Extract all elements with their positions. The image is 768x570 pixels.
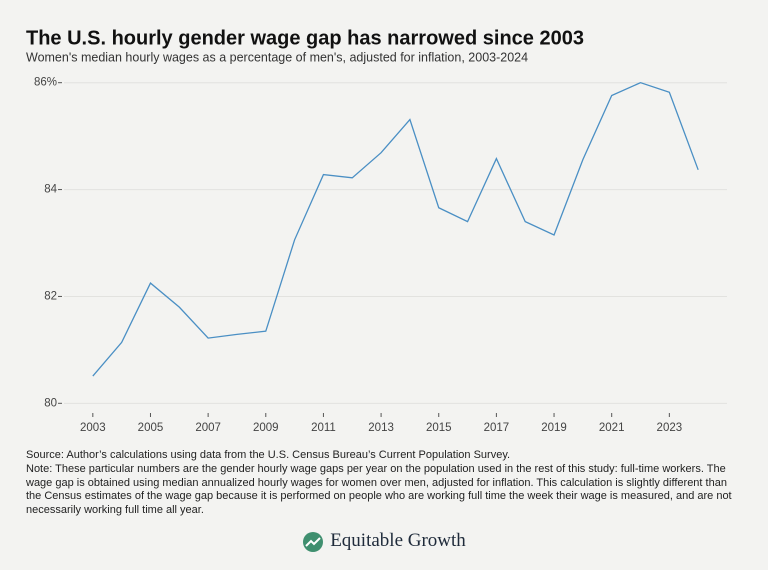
- brand: Equitable Growth: [0, 530, 768, 553]
- x-tick-label: 2007: [195, 422, 221, 434]
- x-tick-label: 2011: [311, 422, 336, 434]
- x-tick-label: 2009: [253, 422, 279, 434]
- x-tick-label: 2023: [657, 422, 683, 434]
- chart-subtitle: Women's median hourly wages as a percent…: [26, 50, 528, 64]
- line: [92, 81, 699, 377]
- chart: The U.S. hourly gender wage gap has narr…: [26, 27, 727, 434]
- y-tick-label: 84: [44, 184, 57, 196]
- note: Note: These particular numbers are the g…: [26, 463, 732, 516]
- y-tick-label: 82: [44, 290, 57, 302]
- y-tick-label: 80: [44, 397, 57, 409]
- x-tick-label: 2013: [368, 422, 394, 434]
- x-tick-label: 2017: [484, 422, 510, 434]
- y-tick-label: 86%: [34, 77, 57, 89]
- x-tick-label: 2003: [80, 422, 106, 434]
- chart-title: The U.S. hourly gender wage gap has narr…: [26, 27, 584, 49]
- brand-name: Equitable Growth: [330, 530, 466, 551]
- x-tick-label: 2019: [541, 422, 567, 434]
- source: Source: Author’s calculations using data…: [26, 449, 511, 461]
- brand-logo: [303, 531, 324, 552]
- x-tick-label: 2005: [138, 422, 164, 434]
- x-tick-label: 2015: [426, 422, 452, 434]
- x-tick-label: 2021: [599, 422, 625, 434]
